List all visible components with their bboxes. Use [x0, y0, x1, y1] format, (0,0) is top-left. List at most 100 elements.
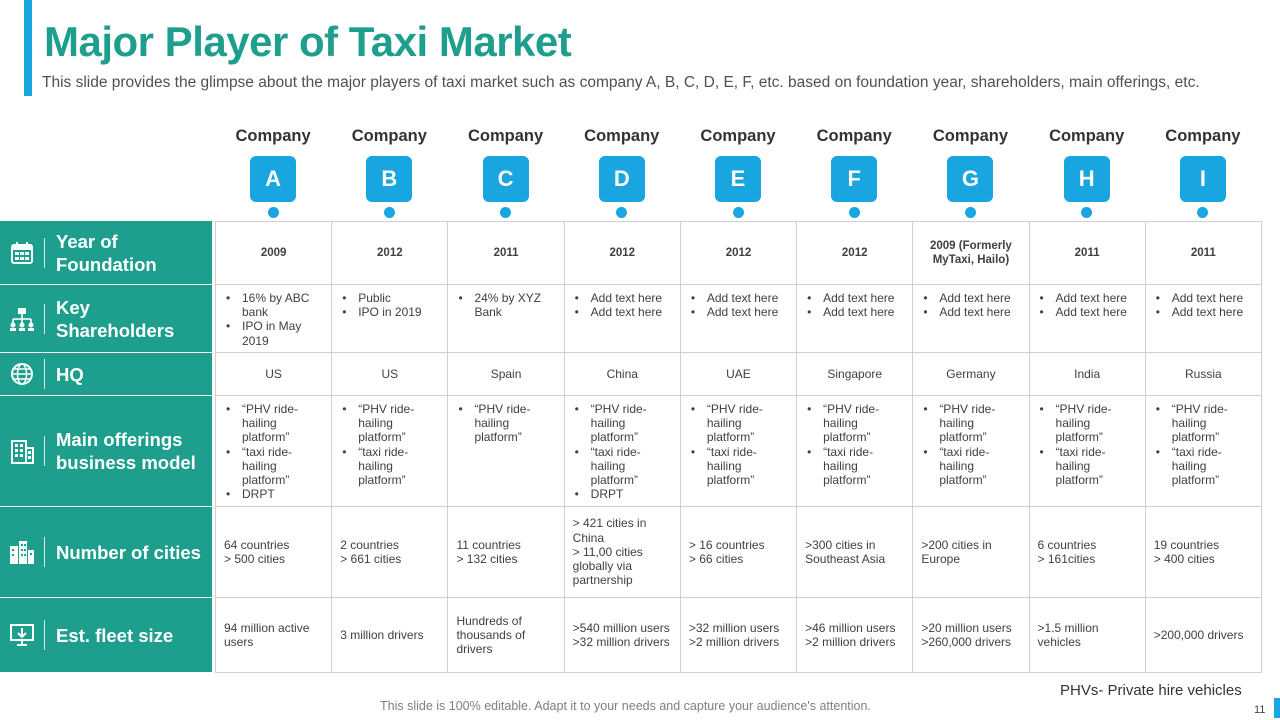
- bullet-item: “PHV ride-hailing platform”: [805, 402, 904, 445]
- table-row-shareholders: 16% by ABC bankIPO in May 2019PublicIPO …: [214, 284, 1262, 353]
- row-label-text: Key Shareholders: [56, 296, 175, 341]
- cell-hq-i: Russia: [1144, 352, 1262, 396]
- cell-line: >300 cities in Southeast Asia: [805, 537, 886, 566]
- company-letter-badge: A: [250, 156, 297, 202]
- cell-line: > 132 cities: [456, 552, 518, 566]
- row-label-shareholders: Key Shareholders: [0, 285, 212, 352]
- cell-cities-e: > 16 countries > 66 cities: [679, 506, 798, 598]
- cell-fleet-b: 3 million drivers: [331, 597, 449, 673]
- cell-line: >2 million drivers: [805, 635, 896, 649]
- company-header-d: Company D: [564, 124, 680, 218]
- row-label-text: Year of Foundation: [56, 230, 157, 275]
- city-buildings-icon: [0, 540, 44, 564]
- company-label: Company: [235, 127, 311, 145]
- company-letter-badge: E: [715, 156, 761, 202]
- page-title: Major Player of Taxi Market: [44, 18, 572, 65]
- row-label-cities: Number of cities: [0, 507, 212, 597]
- page-number: 11: [1254, 704, 1266, 716]
- row-label-text: Est. fleet size: [56, 624, 174, 646]
- connector-dot: [500, 207, 512, 218]
- cell-year-g: 2009 (Formerly MyTaxi, Hailo): [912, 221, 1030, 285]
- bullet-item: DRPT: [573, 487, 672, 501]
- comparison-table: 2009 2012 2011 2012 2012 2012 2009 (Formerly M…: [214, 221, 1262, 673]
- bullet-item: IPO in May 2019: [224, 319, 323, 347]
- footer-text: This slide is 100% editable. Adapt it to…: [380, 699, 871, 713]
- cell-fleet-a: 94 million active users: [214, 597, 333, 673]
- bullet-item: Public: [340, 291, 439, 305]
- bullet-item: “taxi ride-hailing platform”: [573, 445, 672, 488]
- bullet-item: DRPT: [224, 487, 323, 501]
- company-label: Company: [351, 127, 427, 145]
- bullet-item: Add text here: [921, 291, 1020, 305]
- cell-offerings-a: “PHV ride-hailing platform”“taxi ride-ha…: [214, 395, 333, 507]
- cell-hq-b: US: [331, 352, 449, 396]
- cell-offerings-b: “PHV ride-hailing platform”“taxi ride-ha…: [331, 395, 449, 507]
- cell-hq-h: India: [1028, 352, 1146, 396]
- bullet-item: “taxi ride-hailing platform”: [805, 445, 904, 488]
- bullet-item: “taxi ride-hailing platform”: [921, 445, 1020, 488]
- cell-fleet-e: >32 million users >2 million drivers: [679, 597, 798, 673]
- company-label: Company: [816, 127, 892, 145]
- bullet-item: 24% by XYZ Bank: [456, 291, 555, 319]
- cell-offerings-e: “PHV ride-hailing platform”“taxi ride-ha…: [679, 395, 798, 507]
- bullet-item: Add text here: [805, 305, 904, 319]
- page-number-accent: [1274, 698, 1280, 718]
- connector-dot: [616, 207, 628, 218]
- cell-shareholders-g: Add text hereAdd text here: [912, 284, 1030, 353]
- cell-cities-h: 6 countries > 161cities: [1028, 506, 1146, 598]
- bullet-item: “taxi ride-hailing platform”: [224, 445, 323, 488]
- company-letter-badge: F: [831, 156, 878, 202]
- bullet-item: “PHV ride-hailing platform”: [340, 402, 439, 445]
- company-label: Company: [467, 127, 544, 145]
- bullet-item: “PHV ride-hailing platform”: [689, 402, 788, 445]
- cell-shareholders-e: Add text hereAdd text here: [679, 284, 798, 353]
- cell-line: 64 countries: [224, 537, 290, 552]
- row-label-text: HQ: [56, 363, 84, 385]
- bullet-item: “PHV ride-hailing platform”: [921, 402, 1020, 445]
- cell-year-h: 2011: [1028, 221, 1146, 285]
- cell-offerings-h: “PHV ride-hailing platform”“taxi ride-ha…: [1028, 395, 1146, 507]
- bullet-item: Add text here: [1154, 305, 1253, 319]
- cell-line: > 661 cities: [340, 552, 402, 566]
- cell-line: >2 million drivers: [688, 635, 780, 649]
- company-label: Company: [1165, 127, 1241, 145]
- company-letter-badge: D: [598, 156, 645, 202]
- table-row-cities: 64 countries > 500 cities 2 countries > 661…: [214, 506, 1262, 598]
- cell-line: >200 cities in Europe: [921, 537, 992, 566]
- bullet-item: Add text here: [689, 291, 788, 305]
- company-letter-badge: I: [1179, 156, 1226, 202]
- cell-fleet-h: >1.5 million vehicles: [1028, 597, 1146, 673]
- cell-hq-e: UAE: [679, 352, 798, 396]
- row-label-hq: HQ: [0, 353, 212, 395]
- bullet-item: Add text here: [573, 291, 672, 305]
- row-label-fleet: Est. fleet size: [0, 598, 212, 672]
- cell-cities-b: 2 countries > 661 cities: [331, 506, 449, 598]
- cell-line: >32 million drivers: [572, 635, 670, 649]
- presentation-board-icon: [0, 623, 44, 647]
- connector-dot: [964, 207, 976, 218]
- cell-line: > 500 cities: [224, 552, 286, 566]
- connector-dot: [267, 207, 279, 218]
- cell-hq-d: China: [563, 352, 681, 396]
- cell-year-d: 2012: [563, 221, 681, 285]
- company-header-g: Company G: [912, 124, 1028, 218]
- cell-year-c: 2011: [447, 221, 565, 285]
- bullet-item: “PHV ride-hailing platform”: [573, 402, 672, 445]
- cell-line: > 400 cities: [1153, 552, 1215, 566]
- cell-line: >540 million users: [572, 620, 670, 635]
- page-subtitle: This slide provides the glimpse about th…: [42, 74, 1200, 91]
- company-header-c: Company C: [448, 124, 564, 218]
- bullet-item: “PHV ride-hailing platform”: [1038, 402, 1137, 445]
- cell-line: > 11,00 cities globally via partnership: [572, 544, 643, 588]
- cell-line: 3 million drivers: [340, 627, 424, 642]
- row-label-text: Main offerings business model: [56, 429, 196, 473]
- bullet-item: “taxi ride-hailing platform”: [689, 445, 788, 488]
- cell-line: >20 million users: [921, 620, 1012, 635]
- cell-fleet-g: >20 million users >260,000 drivers: [912, 597, 1030, 673]
- cell-shareholders-h: Add text hereAdd text here: [1028, 284, 1146, 353]
- cell-cities-g: >200 cities in Europe: [912, 506, 1030, 598]
- cell-shareholders-d: Add text hereAdd text here: [563, 284, 681, 353]
- table-row-hq: US US Spain China UAE Singapore Germany India Ru…: [214, 352, 1262, 396]
- cell-shareholders-b: PublicIPO in 2019: [331, 284, 449, 353]
- row-label-year: Year of Foundation: [0, 221, 212, 284]
